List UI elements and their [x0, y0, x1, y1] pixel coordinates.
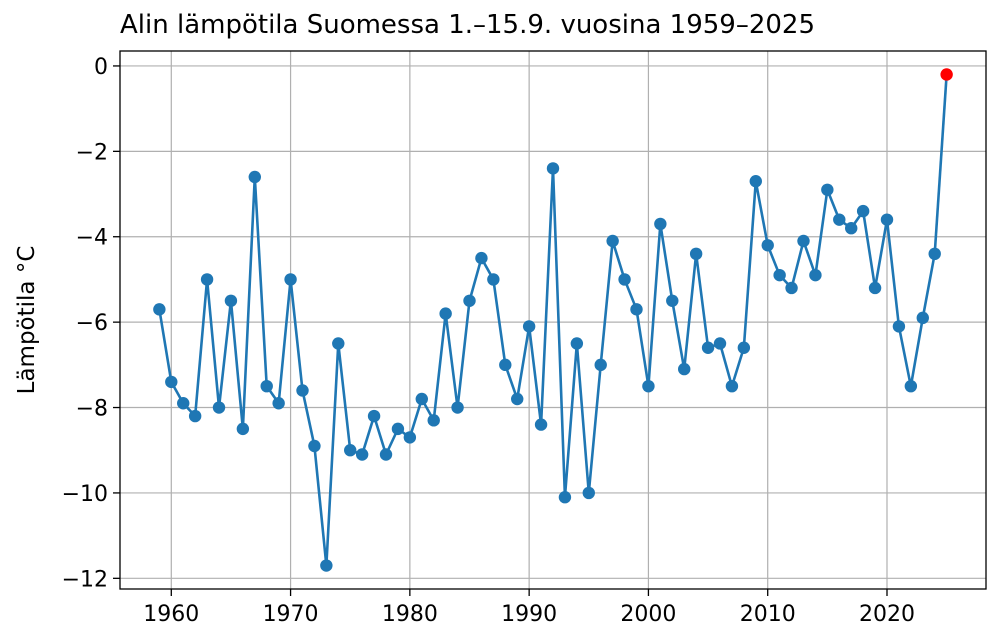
data-point [522, 320, 536, 333]
x-axis: 1960 1970 1980 1990 2000 2010 2020 [143, 589, 915, 627]
data-point [308, 439, 321, 453]
x-tick-label: 2020 [859, 602, 915, 627]
x-tick-label: 2010 [740, 602, 796, 627]
data-point [725, 379, 739, 393]
data-point [236, 422, 250, 436]
data-point [248, 170, 261, 184]
data-point [761, 239, 774, 252]
plot-frame [119, 50, 987, 590]
x-tick-label: 1970 [263, 602, 319, 627]
data-point [499, 358, 512, 372]
data-point [642, 379, 655, 393]
series-line-segment [933, 74, 948, 254]
data-point [224, 294, 238, 307]
data-point [475, 251, 488, 265]
y-axis: 0 −2 −4 −6 −8 −10 −12 [62, 55, 120, 592]
data-point [618, 273, 631, 286]
data-point [833, 213, 846, 226]
y-tick-label: −8 [76, 397, 108, 422]
data-point [260, 379, 273, 393]
data-point [809, 268, 822, 282]
data-point [320, 559, 333, 572]
data-point [582, 486, 595, 500]
data-point [403, 431, 417, 444]
data-point [558, 490, 572, 504]
data-point [785, 281, 798, 295]
y-tick-label: −4 [76, 226, 108, 251]
data-point [880, 213, 894, 226]
data-point [856, 204, 870, 218]
data-point [355, 448, 369, 461]
data-point [165, 375, 178, 389]
data-point [296, 384, 309, 397]
data-point [391, 422, 405, 436]
data-point [630, 303, 643, 316]
data-point [200, 273, 214, 286]
temperature-series [153, 68, 953, 572]
data-point [594, 358, 607, 372]
y-axis-label: Lämpötila °C [14, 246, 40, 395]
highlight-point [940, 68, 953, 81]
data-point [415, 392, 428, 406]
data-point [821, 183, 834, 196]
y-tick-label: −2 [76, 140, 108, 165]
x-tick-label: 2000 [620, 602, 676, 627]
data-point [177, 397, 190, 410]
data-point [904, 379, 918, 393]
data-point [284, 273, 297, 286]
data-point [713, 337, 727, 350]
data-point [367, 409, 381, 423]
data-point [928, 247, 941, 261]
series-line [158, 167, 936, 567]
data-point [188, 409, 202, 423]
data-point [511, 392, 524, 406]
data-point [666, 294, 679, 307]
data-point [868, 281, 882, 295]
data-point [701, 341, 715, 354]
x-tick-label: 1960 [143, 602, 199, 627]
chart-title: Alin lämpötila Suomessa 1.–15.9. vuosina… [120, 10, 815, 40]
x-tick-label: 1980 [382, 602, 438, 627]
y-tick-label: −10 [62, 482, 108, 507]
grid-lines [120, 51, 986, 589]
data-point [379, 448, 393, 461]
data-point [439, 307, 452, 320]
data-point [678, 362, 691, 376]
data-point [916, 311, 929, 325]
y-tick-label: −12 [62, 567, 108, 592]
data-point [427, 414, 440, 427]
data-point [546, 162, 560, 175]
data-point [153, 303, 166, 316]
data-point [451, 401, 464, 414]
data-point [773, 268, 786, 282]
data-point [534, 418, 548, 431]
data-point [272, 397, 285, 410]
data-point [892, 320, 906, 333]
data-point [212, 401, 226, 414]
data-point [749, 175, 762, 188]
data-point [654, 217, 667, 231]
data-point [845, 221, 858, 235]
y-tick-label: −6 [76, 311, 108, 336]
y-tick-label: 0 [94, 55, 108, 80]
data-point [570, 337, 584, 350]
x-tick-label: 1990 [501, 602, 557, 627]
data-point [487, 273, 500, 286]
data-point [344, 444, 357, 457]
data-point [797, 234, 810, 248]
data-point [606, 234, 619, 248]
data-point [332, 337, 345, 350]
data-point [689, 247, 703, 261]
data-point [463, 294, 476, 307]
data-point [737, 341, 751, 354]
